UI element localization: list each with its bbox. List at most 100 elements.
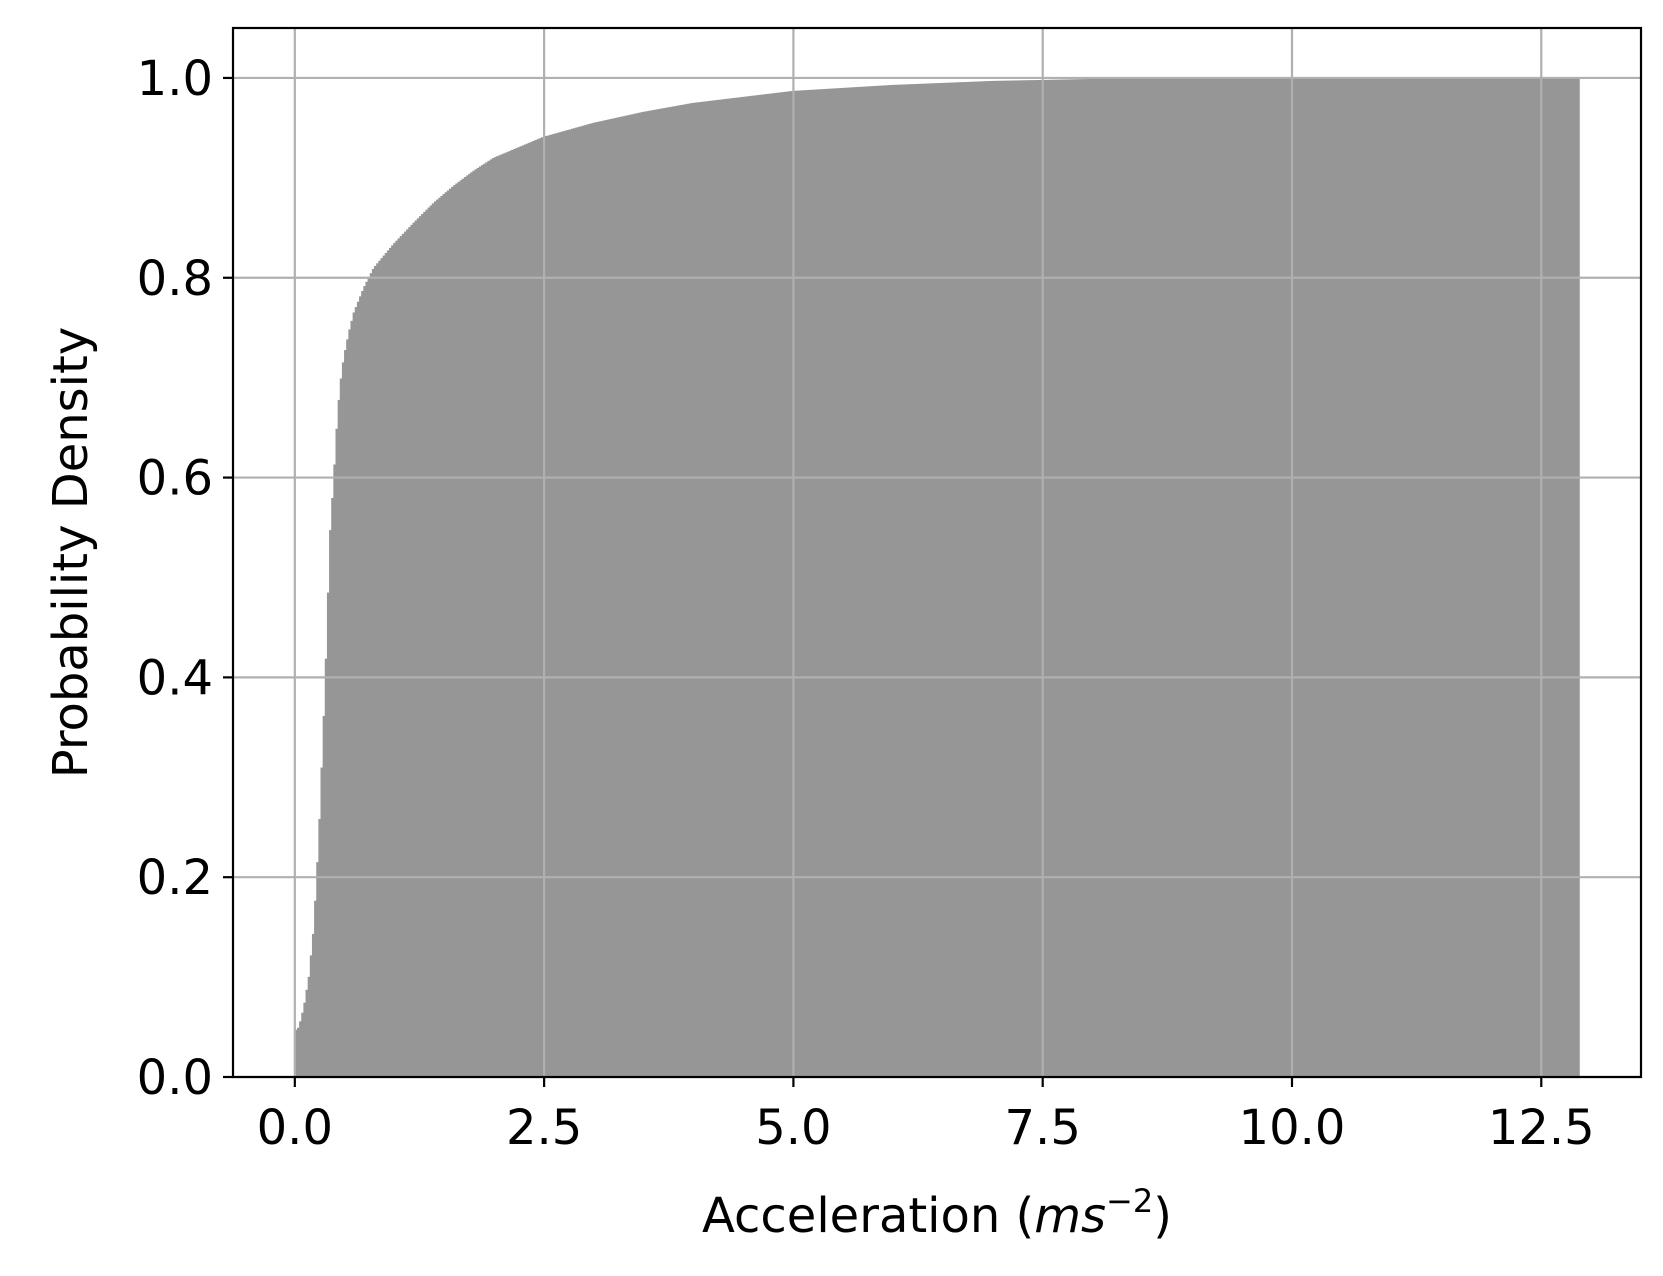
histogram-bar <box>639 112 643 1077</box>
histogram-bar <box>1320 77 1323 1077</box>
histogram-bar <box>1502 77 1505 1077</box>
histogram-bar <box>605 119 608 1077</box>
histogram-bar <box>416 218 420 1077</box>
y-tick-label: 0.8 <box>137 251 213 307</box>
histogram-bar <box>930 83 934 1078</box>
histogram-bar <box>1499 77 1503 1077</box>
histogram-bar <box>926 83 930 1077</box>
histogram-bar <box>637 112 641 1077</box>
histogram-bar <box>1024 80 1028 1077</box>
histogram-bar <box>1467 77 1471 1077</box>
histogram-bar <box>1519 77 1522 1077</box>
y-tick-label: 0.2 <box>137 850 213 906</box>
histogram-bar <box>1566 77 1570 1077</box>
histogram-bar <box>1474 77 1478 1077</box>
histogram-bar <box>650 110 653 1077</box>
histogram-bar <box>628 114 632 1077</box>
histogram-bar <box>570 128 574 1077</box>
histogram-bar <box>1410 77 1413 1077</box>
histogram-bar <box>750 95 754 1077</box>
histogram-bar <box>1166 78 1169 1077</box>
histogram-bar <box>765 94 769 1077</box>
histogram-bar <box>549 134 553 1077</box>
histogram-bar <box>1003 80 1007 1077</box>
histogram-bar <box>1059 79 1062 1077</box>
histogram-bar <box>615 117 619 1078</box>
histogram-bar <box>1542 77 1546 1077</box>
histogram-bar <box>911 84 915 1077</box>
histogram-bar <box>667 107 671 1078</box>
histogram-bar <box>1078 79 1082 1077</box>
histogram-bar <box>1437 77 1441 1077</box>
histogram-bar <box>1538 77 1542 1077</box>
histogram-bar <box>1020 80 1024 1078</box>
histogram-bar <box>609 119 613 1077</box>
histogram-bar <box>720 99 724 1077</box>
x-tick-label: 7.5 <box>1005 1100 1081 1156</box>
histogram-bar <box>1215 78 1219 1077</box>
histogram-bar <box>444 192 448 1078</box>
histogram-bar <box>1236 78 1240 1078</box>
histogram-bar <box>406 229 409 1078</box>
histogram-bar <box>1266 78 1270 1077</box>
histogram-bar <box>729 98 733 1077</box>
histogram-bar <box>500 154 504 1078</box>
histogram-bar <box>1159 78 1163 1078</box>
histogram-bar <box>318 819 322 1077</box>
histogram-bar <box>1326 77 1330 1077</box>
histogram-bar <box>1397 77 1400 1077</box>
histogram-bar <box>827 88 831 1078</box>
histogram-bar <box>688 103 692 1077</box>
histogram-bar <box>1029 80 1032 1078</box>
histogram-bar <box>889 85 893 1077</box>
histogram-bar <box>924 83 927 1078</box>
histogram-bar <box>887 85 891 1077</box>
histogram-bar <box>429 205 433 1077</box>
histogram-bar <box>1292 77 1296 1077</box>
histogram-bar <box>1324 77 1328 1077</box>
histogram-bar <box>1373 77 1377 1077</box>
histogram-bar <box>1442 77 1445 1077</box>
histogram-bar <box>397 238 401 1078</box>
histogram-bar <box>1148 78 1152 1077</box>
histogram-bar <box>1448 77 1452 1077</box>
histogram-bar <box>928 83 932 1077</box>
histogram-bar <box>862 86 865 1078</box>
histogram-bar <box>1337 77 1341 1077</box>
histogram-bar <box>1061 79 1064 1078</box>
histogram-bar <box>1333 77 1336 1077</box>
histogram-bar <box>969 81 972 1077</box>
histogram-bar <box>1016 80 1019 1077</box>
histogram-bar <box>442 194 446 1078</box>
histogram-bar <box>573 128 576 1077</box>
histogram-bar <box>1232 78 1236 1078</box>
histogram-bar <box>1480 77 1484 1077</box>
histogram-bar <box>682 104 686 1078</box>
histogram-bar <box>1362 77 1366 1077</box>
histogram-bar <box>1555 77 1559 1077</box>
histogram-bar <box>1401 77 1405 1077</box>
histogram-bar <box>962 82 966 1077</box>
histogram-bar <box>793 90 797 1078</box>
histogram-bar <box>904 84 908 1077</box>
histogram-bar <box>703 101 707 1078</box>
histogram-bar <box>934 83 938 1077</box>
histogram-bar <box>1510 77 1514 1077</box>
histogram-bar <box>483 163 486 1077</box>
histogram-bar <box>607 119 611 1078</box>
histogram-bar <box>1127 78 1131 1077</box>
histogram-bar <box>937 83 940 1078</box>
histogram-bar <box>1572 77 1576 1077</box>
histogram-bar <box>1240 78 1244 1077</box>
histogram-bar <box>551 134 555 1078</box>
histogram-bar <box>1133 78 1137 1078</box>
histogram-bar <box>581 125 585 1077</box>
histogram-bar <box>645 111 649 1077</box>
histogram-bar <box>1369 77 1373 1077</box>
histogram-bar <box>971 81 974 1078</box>
histogram-bar <box>329 530 332 1077</box>
histogram-bar <box>618 117 621 1077</box>
histogram-bar <box>872 86 876 1078</box>
histogram-bar <box>988 81 992 1078</box>
